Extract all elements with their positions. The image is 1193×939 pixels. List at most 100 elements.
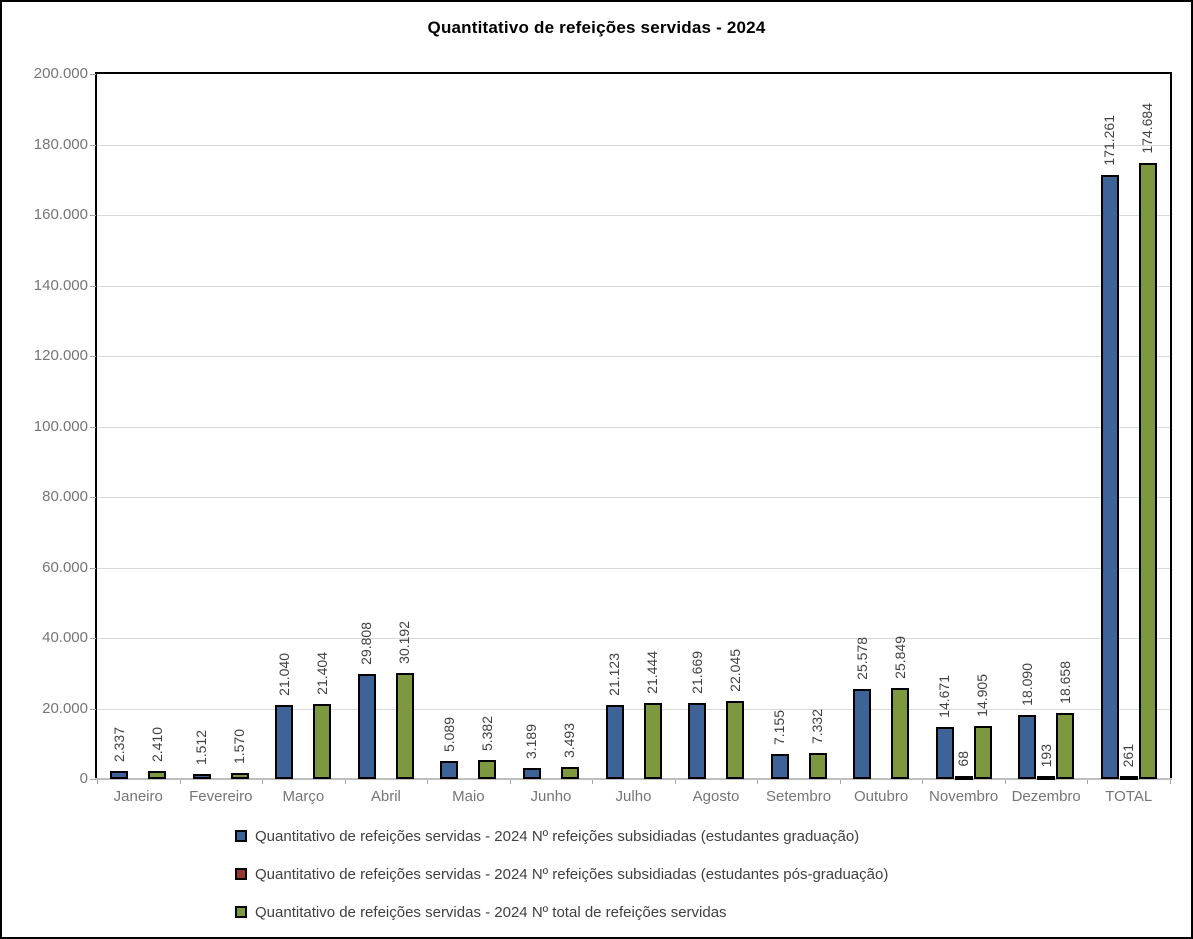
bar-label: 3.493 — [561, 722, 578, 758]
bar — [313, 704, 332, 779]
y-axis-tick — [90, 356, 96, 357]
bar — [1018, 715, 1037, 779]
bar-label: 5.382 — [478, 715, 495, 751]
legend-swatch — [235, 906, 247, 918]
x-axis-tick — [674, 780, 676, 784]
bar — [478, 760, 497, 779]
x-axis-label: Agosto — [692, 788, 740, 805]
bar — [275, 705, 294, 779]
bar-label: 171.261 — [1101, 115, 1118, 166]
bar-label: 21.040 — [275, 653, 292, 696]
x-axis-tick — [509, 780, 511, 784]
x-axis-tick — [1170, 780, 1171, 784]
bar — [1138, 163, 1157, 779]
gridline — [97, 567, 1170, 569]
bar — [192, 774, 211, 779]
bar — [643, 703, 662, 779]
bar — [148, 771, 167, 779]
y-axis-label: 0 — [79, 770, 88, 787]
x-axis-tick — [1004, 780, 1006, 784]
bar-label: 14.671 — [936, 675, 953, 718]
x-axis-label: Março — [282, 788, 325, 805]
bar — [357, 674, 376, 779]
bar-label: 30.192 — [396, 621, 413, 664]
x-axis-label: TOTAL — [1105, 788, 1153, 805]
y-axis-label: 120.000 — [33, 347, 88, 364]
y-axis-tick — [90, 779, 96, 780]
bar — [1037, 776, 1056, 780]
bar-label: 22.045 — [726, 649, 743, 692]
bar — [560, 767, 579, 779]
x-axis-tick — [839, 780, 841, 784]
y-axis-tick — [90, 708, 96, 710]
bar — [891, 688, 910, 779]
legend: Quantitativo de refeições servidas - 202… — [235, 824, 888, 937]
y-axis-tick — [90, 74, 96, 75]
x-axis-label: Fevereiro — [189, 788, 253, 805]
legend-item: Quantitativo de refeições servidas - 202… — [235, 862, 888, 886]
y-axis-label: 60.000 — [42, 558, 88, 576]
bar-label: 261 — [1120, 743, 1137, 767]
x-axis-tick — [922, 780, 924, 784]
x-axis-tick — [592, 780, 594, 784]
bar — [522, 768, 541, 779]
bar-label: 25.578 — [853, 637, 870, 680]
legend-swatch — [235, 830, 247, 842]
gridline — [97, 426, 1170, 428]
legend-label: Quantitativo de refeições servidas - 202… — [255, 827, 860, 845]
x-axis-label: Julho — [615, 788, 652, 805]
bar — [726, 701, 745, 779]
bar-label: 21.123 — [606, 653, 622, 696]
bar — [1119, 776, 1138, 780]
x-axis-line — [95, 778, 1172, 780]
y-axis-label: 40.000 — [42, 629, 88, 646]
bar — [853, 689, 872, 779]
x-axis-label: Setembro — [766, 788, 832, 805]
bar-label: 2.337 — [110, 726, 127, 762]
y-axis-label: 200.000 — [33, 65, 88, 82]
x-axis-tick — [1087, 780, 1089, 784]
y-axis-tick — [90, 215, 96, 216]
bar-label: 3.189 — [523, 723, 540, 759]
bar — [954, 776, 973, 780]
gridline — [97, 144, 1170, 146]
legend-swatch — [235, 868, 247, 880]
x-axis-tick — [344, 780, 346, 784]
legend-item: Quantitativo de refeições servidas - 202… — [235, 900, 888, 924]
bar — [973, 726, 992, 779]
bar-label: 18.658 — [1056, 661, 1073, 704]
bar-label: 14.905 — [974, 674, 991, 717]
y-axis-tick — [90, 497, 96, 498]
bar — [770, 754, 789, 779]
bar-label: 18.090 — [1018, 663, 1035, 706]
y-axis-tick — [90, 285, 96, 287]
bar-label: 29.808 — [358, 622, 375, 665]
x-axis-label: Junho — [530, 788, 572, 805]
y-axis-label: 140.000 — [33, 276, 88, 294]
bar — [808, 753, 827, 779]
gridline — [97, 285, 1170, 287]
bar-label: 68 — [955, 751, 972, 767]
x-axis-tick — [179, 780, 181, 784]
bar — [230, 773, 249, 779]
bar — [935, 727, 954, 779]
y-axis-tick — [90, 638, 96, 639]
y-axis-label: 160.000 — [33, 206, 88, 223]
y-axis-label: 180.000 — [33, 135, 88, 153]
legend-label: Quantitativo de refeições servidas - 202… — [255, 903, 727, 921]
bar-label: 193 — [1037, 743, 1054, 767]
legend-item: Quantitativo de refeições servidas - 202… — [235, 824, 888, 848]
chart-title: Quantitativo de refeições servidas - 202… — [427, 18, 766, 37]
x-axis-label: Abril — [370, 788, 401, 805]
x-axis-tick — [262, 780, 264, 784]
bar-label: 5.089 — [440, 716, 457, 752]
y-axis-tick — [90, 144, 96, 146]
bar — [440, 761, 459, 779]
bar — [605, 705, 624, 779]
bar — [1100, 175, 1119, 779]
bar-label: 174.684 — [1139, 103, 1156, 154]
bar-label: 2.410 — [148, 726, 165, 762]
legend-label: Quantitativo de refeições servidas - 202… — [255, 865, 889, 883]
gridline — [97, 497, 1170, 498]
